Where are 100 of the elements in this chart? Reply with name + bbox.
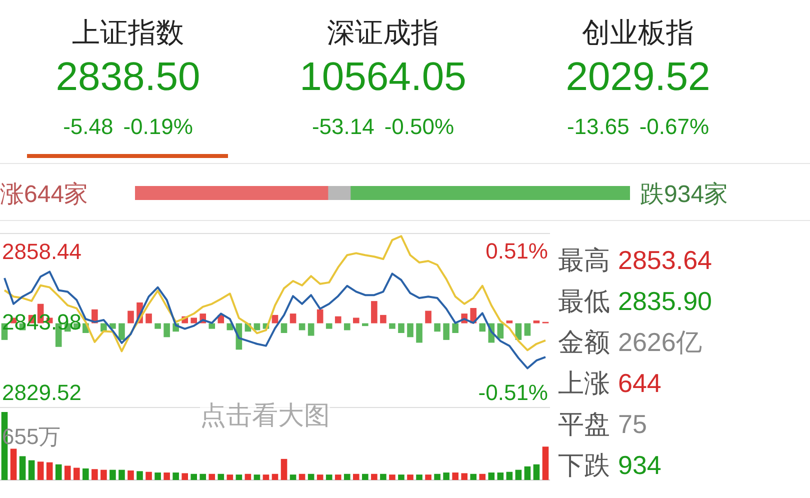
text: 2029.52 (564, 55, 712, 100)
bar (326, 474, 332, 480)
bar (164, 323, 170, 338)
bar (73, 468, 80, 480)
bar (19, 456, 26, 480)
bar (407, 323, 414, 338)
bar (344, 474, 350, 480)
y2-tick-label: -0.51% (478, 380, 548, 406)
bar (118, 323, 125, 340)
bar (352, 474, 360, 480)
text: -0.19% (123, 114, 193, 139)
bar (506, 320, 513, 324)
text: -0.67% (639, 114, 710, 139)
bar (118, 470, 125, 480)
bar (164, 472, 170, 480)
y2-tick-label: 0.51% (486, 238, 548, 264)
text: 10564.05 (298, 55, 468, 100)
bar (515, 470, 522, 480)
text: 934 (618, 450, 662, 480)
bar (362, 323, 368, 326)
bar (352, 318, 360, 324)
bar (389, 474, 396, 480)
bar (200, 474, 206, 480)
bar (100, 470, 107, 480)
bar (46, 462, 53, 480)
bar (533, 464, 540, 480)
annotation: 点击看大图 (200, 398, 330, 433)
bar (55, 464, 62, 480)
bar (488, 472, 495, 480)
bar (136, 471, 143, 480)
data-label: 跌934家 (640, 180, 728, 210)
bar (254, 474, 260, 480)
bar (452, 323, 458, 333)
bar (452, 472, 458, 480)
bar (28, 460, 35, 480)
bar (226, 474, 234, 480)
bar (182, 473, 188, 480)
bar (272, 474, 278, 480)
bar (443, 323, 450, 340)
text: -13.65 (566, 114, 630, 139)
bar (326, 323, 332, 329)
bar (334, 316, 342, 324)
bar (344, 323, 350, 330)
bar (218, 474, 224, 480)
bar (290, 314, 296, 324)
bar (37, 462, 44, 480)
y-tick-label: 2858.44 (2, 239, 82, 264)
text: 2853.64 (618, 245, 712, 275)
data-label: 涨644家 (0, 180, 88, 210)
bar (398, 323, 404, 333)
text: 2838.50 (54, 55, 202, 100)
text: 上涨 (558, 368, 610, 398)
text: 下跌 (558, 450, 610, 480)
bar (244, 474, 252, 480)
bar (110, 470, 116, 480)
bar (479, 474, 486, 480)
bar (154, 472, 161, 480)
bar (416, 474, 422, 480)
text: 平盘 (558, 409, 610, 439)
text: 2626亿 (618, 327, 702, 357)
text: 金额 (558, 327, 610, 357)
bar (172, 472, 179, 480)
bar (190, 474, 198, 480)
bar (146, 472, 152, 480)
bar (380, 474, 386, 480)
bar (434, 323, 440, 332)
bar (497, 472, 504, 480)
text: 75 (618, 409, 647, 439)
text: 创业板指 (581, 16, 695, 50)
bar (407, 474, 414, 480)
bar (154, 323, 161, 329)
bar (92, 469, 98, 480)
bar (208, 474, 216, 480)
bar (479, 323, 486, 332)
bar (64, 466, 71, 480)
bar (262, 474, 270, 480)
bar (542, 446, 549, 480)
bar (416, 323, 422, 343)
bar (308, 323, 314, 336)
bar (280, 323, 288, 333)
bar (497, 323, 504, 339)
bar (316, 474, 324, 480)
bar (146, 314, 152, 324)
bar (128, 470, 134, 480)
bar (389, 323, 396, 329)
bar (290, 474, 296, 480)
bar (128, 310, 134, 324)
bar (298, 474, 306, 480)
bar (190, 318, 198, 324)
text: 深证成指 (326, 16, 440, 50)
bar (280, 458, 288, 480)
bar (362, 474, 368, 480)
bar (425, 474, 432, 480)
bar (461, 473, 468, 480)
bar (398, 474, 404, 480)
bar (524, 323, 531, 336)
bar (272, 314, 278, 324)
bar (236, 474, 242, 480)
bar (380, 314, 386, 324)
text: 最低 (558, 286, 610, 316)
